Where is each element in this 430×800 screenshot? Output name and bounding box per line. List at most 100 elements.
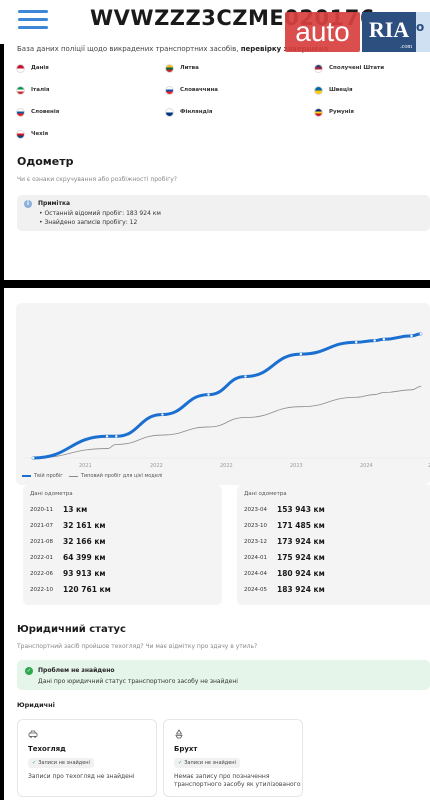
x-tick-label: 2024 bbox=[360, 463, 373, 469]
note-line-records-count-text: Знайдено записів пробігу: 12 bbox=[44, 219, 138, 226]
data-point[interactable] bbox=[244, 375, 247, 378]
legal-status-subtitle: Транспортний засіб пройшов техогляд? Чи … bbox=[17, 643, 258, 650]
series-line-own-mileage bbox=[31, 332, 423, 460]
top-bar: WVWZZZ3CZME020176 ⌄ auto RIA .com о bbox=[0, 0, 430, 52]
problem-text: Дані про юридичний статус транспортного … bbox=[38, 678, 238, 685]
legal-section-label: Юридичні bbox=[17, 701, 55, 709]
note-line-records-count: • Знайдено записів пробігу: 12 bbox=[39, 219, 138, 226]
country-name: Румунія bbox=[329, 109, 354, 115]
record-date: 2023-04 bbox=[244, 507, 267, 513]
inspection-text: Записи про техогляд не знайдені bbox=[28, 773, 135, 780]
inspection-badge-text: Записи не знайдені bbox=[38, 760, 90, 766]
flag-icon bbox=[16, 85, 25, 95]
data-point[interactable] bbox=[161, 413, 164, 416]
data-point[interactable] bbox=[419, 332, 422, 336]
odometer-records-table-left: Дані одометра 2020-11 13 км 2021-07 32 161 … bbox=[23, 485, 222, 605]
flag-icon bbox=[16, 129, 25, 139]
scrap-badge-text: Записи не знайдені bbox=[184, 760, 236, 766]
legend-swatch-typical bbox=[68, 475, 78, 477]
scrap-text-line-2: транспортного засобу як утилізованого bbox=[174, 781, 301, 788]
record-value: 171 485 км bbox=[277, 521, 325, 530]
record-date: 2021-08 bbox=[30, 539, 53, 545]
data-point[interactable] bbox=[115, 435, 118, 438]
note-line-last-mileage: • Останній відомий пробіг: 183 924 км bbox=[39, 210, 161, 217]
odometer-details-card: 2021 2022 2022 2023 2024 202 Твій пробіг Типо… bbox=[4, 288, 430, 800]
record-value: 64 399 км bbox=[63, 553, 106, 562]
flag-icon bbox=[165, 85, 174, 95]
country-item: Данія bbox=[16, 62, 49, 74]
scrap-text-line-1: Немає запису про позначення bbox=[174, 773, 270, 780]
flag-icon bbox=[314, 107, 323, 117]
country-name: Фінляндія bbox=[180, 109, 213, 115]
record-date: 2024-05 bbox=[244, 587, 267, 593]
odometer-record-row: 2022-06 93 913 км bbox=[23, 569, 222, 582]
legend-swatch-own bbox=[22, 475, 31, 477]
data-point[interactable] bbox=[207, 393, 210, 396]
odometer-record-row: 2024-04 180 924 км bbox=[237, 569, 430, 582]
data-point[interactable] bbox=[32, 456, 35, 460]
autoria-logo-ria[interactable]: RIA .com bbox=[362, 12, 416, 52]
mileage-chart: 2021 2022 2022 2023 2024 202 bbox=[16, 303, 430, 485]
x-tick-label: 202 bbox=[428, 463, 430, 469]
data-point[interactable] bbox=[354, 341, 358, 344]
flag-icon bbox=[165, 63, 174, 73]
odometer-record-row: 2023-04 153 943 км bbox=[237, 505, 430, 518]
inspection-badge: ✓ Записи не знайдені bbox=[28, 758, 94, 768]
odometer-record-row: 2023-10 171 485 км bbox=[237, 521, 430, 534]
x-tick-label: 2022 bbox=[150, 463, 163, 469]
country-name: Данія bbox=[31, 65, 49, 71]
record-value: 32 166 км bbox=[63, 537, 106, 546]
x-tick-label: 2021 bbox=[79, 463, 92, 469]
inspection-card[interactable]: Техогляд ✓ Записи не знайдені Записи про … bbox=[17, 719, 157, 797]
autoria-logo-auto[interactable]: auto bbox=[285, 12, 360, 52]
data-point[interactable] bbox=[382, 338, 386, 341]
country-item: Швеція bbox=[314, 84, 353, 96]
odometer-record-row: 2023-12 173 924 км bbox=[237, 537, 430, 550]
record-date: 2022-10 bbox=[30, 587, 53, 593]
data-point[interactable] bbox=[299, 352, 303, 356]
country-item: Чехія bbox=[16, 128, 48, 140]
problem-title: Проблем не знайдено bbox=[38, 667, 115, 674]
legend-item-typical: Типовий пробіг для цієї моделі bbox=[68, 473, 162, 479]
record-date: 2022-01 bbox=[30, 555, 53, 561]
data-point[interactable] bbox=[105, 435, 109, 438]
scrap-title: Брухт bbox=[174, 745, 198, 753]
record-value: 183 924 км bbox=[277, 585, 325, 594]
legend-label-own: Твій пробіг bbox=[34, 473, 63, 479]
check-icon: ✓ bbox=[178, 760, 183, 766]
record-value: 180 924 км bbox=[277, 569, 325, 578]
inspection-title: Техогляд bbox=[28, 745, 66, 753]
series-line-typical-mileage bbox=[32, 386, 422, 459]
scrap-card[interactable]: Брухт ✓ Записи не знайдені Немає запису п… bbox=[163, 719, 303, 797]
record-value: 93 913 км bbox=[63, 569, 106, 578]
records-column-header: Дані одометра bbox=[244, 491, 287, 497]
odometer-subtitle: Чи є ознаки скручування або розбіжності … bbox=[17, 176, 177, 183]
flag-icon bbox=[16, 107, 25, 117]
record-date: 2020-11 bbox=[30, 507, 53, 513]
note-line-last-mileage-text: Останній відомий пробіг: 183 924 км bbox=[44, 210, 161, 217]
country-name: Швеція bbox=[329, 87, 353, 93]
records-column-header: Дані одометра bbox=[30, 491, 73, 497]
odometer-record-row: 2022-10 120 761 км bbox=[23, 585, 222, 598]
odometer-record-row: 2024-05 183 924 км bbox=[237, 585, 430, 598]
country-item: Сполучені Штати bbox=[314, 62, 384, 74]
data-point[interactable] bbox=[373, 339, 376, 342]
chart-legend: Твій пробіг Типовий пробіг для цієї моде… bbox=[22, 473, 168, 479]
country-name: Сполучені Штати bbox=[329, 65, 385, 71]
data-point[interactable] bbox=[410, 334, 413, 338]
flag-icon bbox=[165, 107, 174, 117]
check-circle-icon: ✓ bbox=[25, 667, 33, 675]
country-name: Словаччина bbox=[180, 87, 218, 93]
menu-icon[interactable] bbox=[18, 8, 50, 32]
record-value: 32 161 км bbox=[63, 521, 106, 530]
stolen-check-card: База даних поліції щодо викрадених транс… bbox=[4, 44, 430, 280]
x-tick-label: 2022 bbox=[220, 463, 233, 469]
record-date: 2024-01 bbox=[244, 555, 267, 561]
record-date: 2024-04 bbox=[244, 571, 267, 577]
country-name: Італія bbox=[31, 87, 50, 93]
scrap-badge: ✓ Записи не знайдені bbox=[174, 758, 240, 768]
info-icon: i bbox=[24, 200, 32, 208]
partner-logo-partial: о bbox=[416, 12, 430, 52]
logo-ria-domain: .com bbox=[400, 44, 412, 50]
scrap-text: Немає запису про позначення транспортног… bbox=[174, 773, 301, 789]
